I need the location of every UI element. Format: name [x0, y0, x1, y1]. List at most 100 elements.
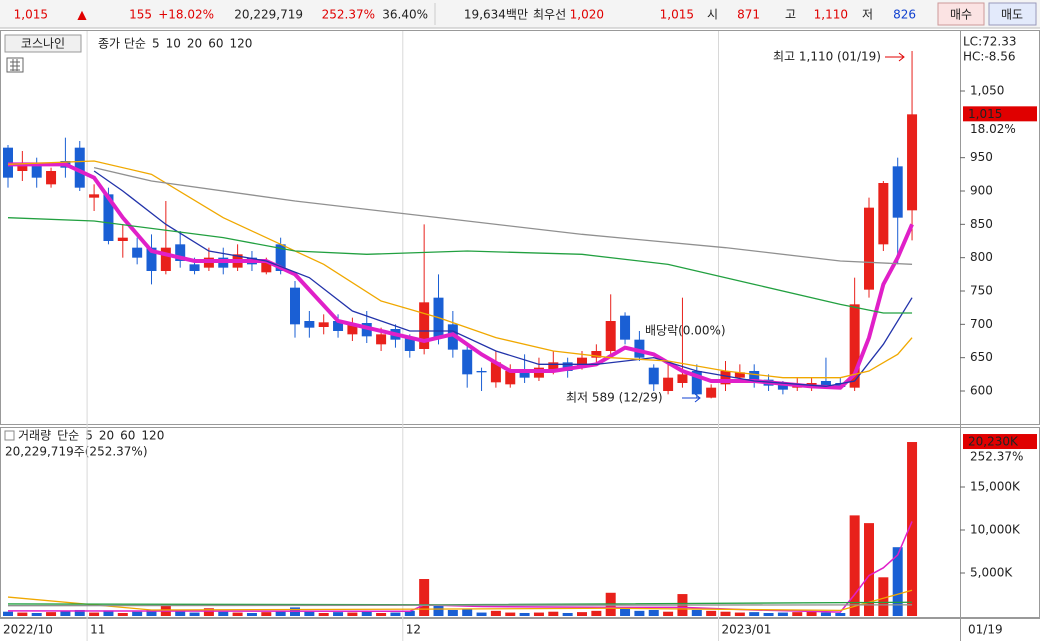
candle-body — [605, 321, 616, 351]
candle-body — [519, 369, 530, 378]
low: 826 — [893, 8, 916, 22]
candle-body — [160, 247, 171, 271]
volume-bar — [175, 610, 186, 616]
last-value-tag — [963, 106, 1037, 122]
last-change-label: 252.37% — [970, 450, 1023, 464]
volume-bar — [246, 612, 257, 616]
candle-body — [290, 287, 300, 325]
candle-body — [376, 334, 387, 345]
stock-box[interactable] — [4, 34, 82, 53]
legend-entry: 5 — [85, 429, 93, 443]
y-tick-label: 1,050 — [970, 84, 1004, 98]
volume-bar — [892, 547, 903, 616]
volume-bar — [31, 612, 42, 616]
volume-bar — [17, 612, 28, 616]
volume-bar — [505, 612, 516, 616]
candle-body — [74, 147, 85, 188]
volume-bar — [849, 515, 860, 616]
volume-bar — [404, 610, 415, 616]
open: 871 — [737, 8, 760, 22]
open-label: 시 — [707, 8, 718, 22]
high-label: 고 — [785, 8, 796, 22]
volume-bar — [376, 612, 387, 616]
candle-body — [103, 194, 114, 241]
y-tick-label: 700 — [970, 317, 993, 331]
volume-bar — [777, 612, 788, 616]
turnover: 36.40% — [382, 8, 428, 22]
lc-label: LC:72.33 — [963, 35, 1016, 49]
candle-body — [189, 264, 200, 271]
moving-average — [8, 162, 914, 390]
buy-label[interactable]: 매수 — [950, 8, 972, 22]
volume-bar — [907, 442, 918, 616]
hc-label: HC:-8.56 — [963, 50, 1016, 64]
grid-icon-lines — [10, 59, 20, 71]
y-tick-label: 950 — [970, 150, 993, 164]
moving-average — [93, 167, 913, 265]
y-tick-label: 15,000K — [970, 480, 1021, 494]
candle-body — [820, 381, 831, 386]
candle-body — [878, 183, 889, 245]
best-ask: 1,020 — [570, 8, 604, 22]
legend-entry: 10 — [166, 37, 181, 51]
volume-bar — [146, 609, 157, 616]
volume-bar — [806, 611, 817, 616]
volume-icon[interactable] — [4, 430, 15, 441]
high: 1,110 — [814, 8, 848, 22]
volume-bar — [634, 610, 645, 616]
candle-body — [89, 194, 100, 198]
candle-body — [132, 247, 143, 258]
x-tick-label: 11 — [90, 623, 105, 637]
volume-bar — [218, 611, 229, 616]
candle-body — [304, 321, 315, 328]
volume-bar — [519, 612, 530, 616]
sell-button[interactable] — [988, 2, 1037, 26]
volume-bar — [447, 609, 458, 616]
legend-entry: 120 — [229, 37, 252, 51]
volume-bar — [103, 610, 114, 616]
price: 1,015 — [14, 8, 48, 22]
dividend-annotation: 배당락(0.00%) — [645, 324, 726, 338]
last-value-label: 20,230K — [968, 435, 1019, 449]
volume-bar — [562, 612, 573, 616]
volume-ratio: 252.37% — [322, 8, 375, 22]
candle-body — [663, 377, 674, 391]
legend-entry: 거래량 — [18, 429, 51, 443]
change-pct: +18.02% — [158, 8, 214, 22]
volume-bar — [835, 612, 846, 616]
candle-body — [419, 302, 430, 349]
y-tick-label: 850 — [970, 217, 993, 231]
volume-bar — [878, 577, 889, 616]
candle-body — [318, 322, 329, 327]
candle-body — [261, 262, 272, 273]
candle-body — [505, 371, 516, 385]
volume-bar — [749, 612, 760, 616]
x-tick-label: 01/19 — [968, 623, 1003, 637]
candle-body — [577, 357, 587, 366]
y-tick-label: 800 — [970, 250, 993, 264]
candle-body — [864, 207, 874, 290]
y-tick-label: 750 — [970, 284, 993, 298]
candle-body — [706, 387, 717, 398]
candle-body — [620, 315, 631, 340]
sell-label[interactable]: 매도 — [1001, 8, 1023, 22]
x-tick-label: 2023/01 — [722, 623, 772, 637]
legend-entry: 120 — [141, 429, 164, 443]
volume: 20,229,719 — [234, 8, 303, 22]
high-arrow-head — [898, 52, 905, 62]
y-tick-label: 600 — [970, 384, 993, 398]
volume-bar — [117, 612, 128, 616]
volume-bar — [620, 608, 631, 616]
volume-bar — [476, 612, 487, 616]
buy-button[interactable] — [937, 2, 985, 26]
y-tick-label: 5,000K — [970, 566, 1013, 580]
candle-body — [677, 374, 688, 383]
volume-bar — [419, 579, 430, 616]
legend-entry: 20 — [187, 37, 202, 51]
volume-bar — [533, 612, 544, 616]
volume-bar — [361, 611, 372, 616]
x-tick-label: 12 — [406, 623, 421, 637]
y-tick-label: 900 — [970, 184, 993, 198]
volume-bar — [203, 608, 214, 616]
volume-bar — [648, 609, 659, 616]
